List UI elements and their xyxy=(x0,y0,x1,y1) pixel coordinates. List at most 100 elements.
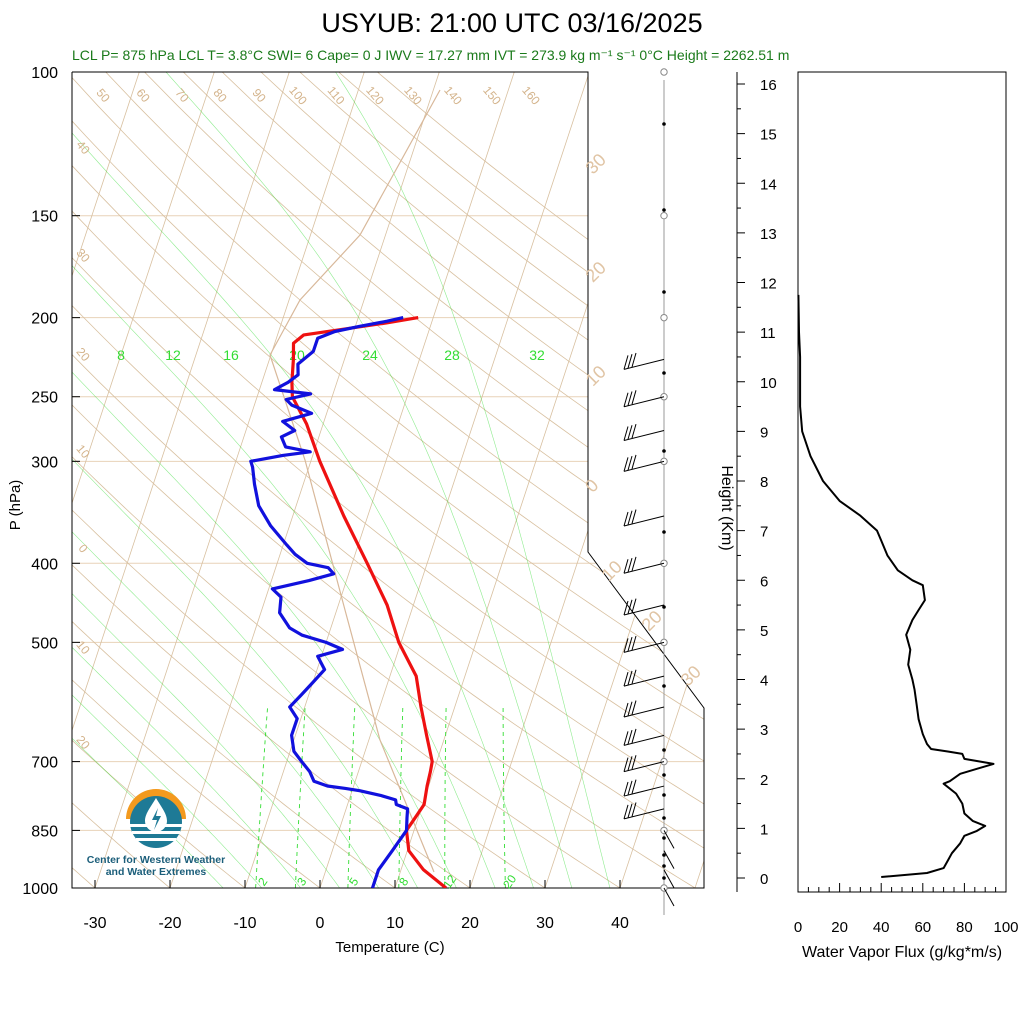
mixing-ratio-label: 2 xyxy=(255,875,270,889)
y-tick-label: 100 xyxy=(31,65,58,82)
wind-barb-staff xyxy=(623,396,665,408)
wind-barb-flag xyxy=(627,391,633,406)
moist-adiabat-label: 30 xyxy=(582,150,610,178)
dewpoint-trace xyxy=(249,316,410,888)
wind-barb-flag xyxy=(627,557,633,573)
barb-level-circle xyxy=(660,211,668,220)
dry-adiabat-label: 10 xyxy=(73,638,93,657)
y-tick-label: 850 xyxy=(31,823,58,840)
wind-barb-staff xyxy=(623,460,665,472)
mixing-ratio-label: 24 xyxy=(362,347,378,363)
moist-adiabat-label: 10 xyxy=(582,362,610,390)
moist-adiabat xyxy=(72,72,240,888)
wind-barb-flag xyxy=(631,454,637,470)
wind-barb-flag xyxy=(627,729,633,745)
wind-barb-flag xyxy=(631,598,637,613)
wind-barb-staff xyxy=(663,850,675,869)
moist-adiabat-label: 30 xyxy=(677,662,705,690)
flux-axis-label: Water Vapor Flux (g/kg*m/s) xyxy=(802,944,1002,961)
wind-barb-flag xyxy=(627,756,633,771)
flux-tick-label: 80 xyxy=(956,919,973,936)
dry-adiabat xyxy=(72,72,704,888)
isotherm-line xyxy=(469,72,704,888)
wind-barb-staff xyxy=(623,706,665,718)
dry-adiabat xyxy=(105,72,704,888)
wind-barb-staff xyxy=(623,515,665,527)
isotherm-line xyxy=(94,72,365,888)
x-tick-label: 0 xyxy=(316,915,325,932)
dry-adiabat-label: 100 xyxy=(286,83,310,108)
height-tick-label: 16 xyxy=(760,77,777,94)
wind-barb-flag xyxy=(623,426,629,441)
barb-dot xyxy=(662,836,666,840)
moist-adiabat xyxy=(72,72,353,888)
y-tick-label: 700 xyxy=(31,755,58,772)
barb-dot xyxy=(662,605,666,609)
height-tick-label: 4 xyxy=(760,673,768,690)
wind-barb-flag xyxy=(631,755,637,770)
x-tick-label: 20 xyxy=(461,915,479,932)
dry-adiabat-label: 90 xyxy=(249,86,269,105)
barb-dot xyxy=(662,773,666,777)
mixing-ratio-line xyxy=(347,706,356,888)
flux-tick-label: 60 xyxy=(914,919,931,936)
height-tick-label: 9 xyxy=(760,424,768,441)
wind-barb-flag xyxy=(623,392,629,407)
dry-adiabat xyxy=(183,72,704,888)
sounding-traces xyxy=(249,316,448,888)
moist-adiabat-label: 10 xyxy=(598,557,626,585)
mixing-ratio-label: 3 xyxy=(294,875,309,889)
flux-tick-label: 40 xyxy=(873,919,890,936)
wind-barb-flag xyxy=(631,390,637,405)
dry-adiabat xyxy=(72,72,704,888)
dry-adiabat xyxy=(72,72,572,888)
y-tick-label: 300 xyxy=(31,454,58,471)
flux-tick-label: 100 xyxy=(993,919,1018,936)
dry-adiabat xyxy=(299,72,704,888)
height-tick-label: 13 xyxy=(760,226,777,243)
wind-barb-staff xyxy=(623,808,665,820)
wind-barb-staff xyxy=(623,562,665,574)
wind-barb-flag xyxy=(631,728,637,744)
height-tick-label: 7 xyxy=(760,524,768,541)
dry-adiabat-label: 140 xyxy=(441,83,465,108)
wind-barb-flag xyxy=(627,701,633,716)
wind-barb-flag xyxy=(627,599,633,614)
dry-adiabat xyxy=(377,72,704,888)
sounding-stats: LCL P= 875 hPa LCL T= 3.8°C SWI= 6 Cape=… xyxy=(72,47,790,63)
logo-line-2: and Water Extremes xyxy=(105,866,207,878)
wind-barb-flag xyxy=(627,425,633,440)
line-labels: 50 60 70 80 90 100 110 120 130 140 150 160403020100… xyxy=(73,83,705,891)
mixing-ratio-label: 28 xyxy=(444,347,460,363)
mixing-ratio-line xyxy=(502,707,506,888)
moist-adiabat-label: 0 xyxy=(581,475,602,496)
barb-dot xyxy=(662,748,666,752)
wind-barb-flag xyxy=(623,511,629,527)
wind-barb-staff xyxy=(623,430,665,441)
height-tick-label: 1 xyxy=(760,821,768,838)
barb-dot xyxy=(662,122,666,126)
wind-barb-flag xyxy=(623,731,629,746)
height-tick-label: 8 xyxy=(760,474,768,491)
chart-title: USYUB: 21:00 UTC 03/16/2025 xyxy=(321,8,703,38)
moist-adiabat xyxy=(165,72,578,888)
moist-adiabat xyxy=(72,72,315,888)
mixing-ratio-line xyxy=(255,706,269,888)
height-tick-label: 0 xyxy=(760,871,768,888)
wind-barb-flag xyxy=(623,638,629,653)
dry-adiabat xyxy=(72,72,192,888)
wind-barb-staff xyxy=(623,761,665,773)
height-tick-label: 2 xyxy=(760,772,768,789)
x-tick-label: -20 xyxy=(158,915,181,932)
mixing-ratio-line xyxy=(294,706,306,888)
height-tick-label: 6 xyxy=(760,573,768,590)
barb-dot xyxy=(662,853,666,857)
dry-adiabat-label: 120 xyxy=(363,83,387,108)
wind-barb-flag xyxy=(631,352,637,368)
dry-adiabat xyxy=(338,72,704,888)
y-tick-label: 400 xyxy=(31,556,58,573)
x-tick-label: 10 xyxy=(386,915,404,932)
mixing-ratio-label: 16 xyxy=(223,347,239,363)
dry-adiabat-label: 20 xyxy=(73,345,93,364)
